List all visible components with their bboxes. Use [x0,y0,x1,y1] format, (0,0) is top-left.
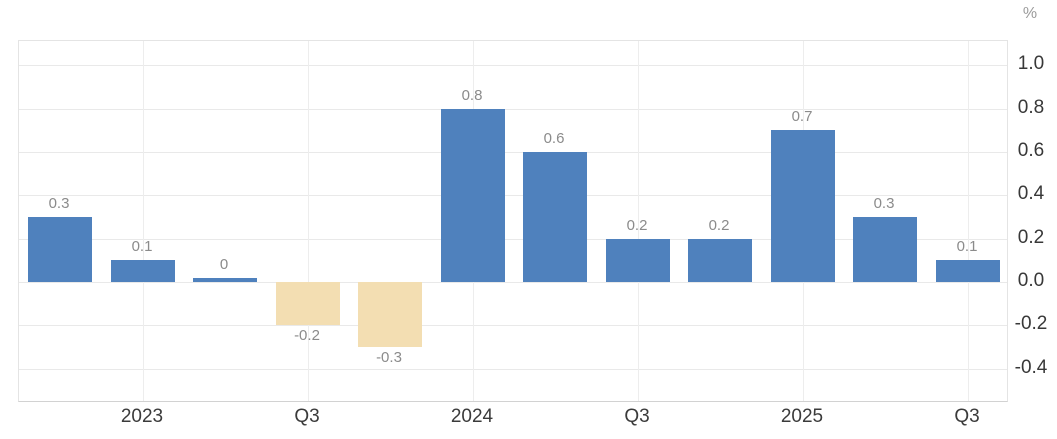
y-axis-tick-label: 1.0 [1017,53,1045,74]
bar-value-label: 0.7 [791,108,813,125]
data-bar[interactable] [853,217,917,282]
bar-value-label: 0.3 [48,195,70,212]
gridline-horizontal [19,239,1007,240]
gridline-horizontal [19,325,1007,326]
x-axis-tick-label: Q3 [954,406,980,427]
x-axis-tick-label: 2024 [450,406,494,427]
x-axis-tick-label: Q3 [624,406,650,427]
x-axis-tick-label: 2025 [780,406,824,427]
data-bar[interactable] [523,152,587,282]
data-bar[interactable] [358,282,422,347]
y-axis-tick-label: 0.2 [1017,227,1045,248]
bar-value-label: 0 [219,256,229,273]
y-axis-tick-label: 0.6 [1017,140,1045,161]
gridline-vertical [638,41,639,401]
data-bar[interactable] [936,260,1000,282]
bar-value-label: 0.3 [873,195,895,212]
gridline-vertical [143,41,144,401]
y-axis-unit-label: % [1022,5,1038,22]
gridline-vertical [308,41,309,401]
gridline-horizontal [19,195,1007,196]
bar-value-label: 0.6 [543,130,565,147]
bar-value-label: 0.1 [956,238,978,255]
gridline-horizontal [19,152,1007,153]
y-axis-tick-label: -0.4 [1014,357,1048,378]
gridline-vertical [968,41,969,401]
gridline-horizontal [19,65,1007,66]
bar-value-label: -0.3 [376,349,402,366]
data-bar[interactable] [606,239,670,282]
bar-value-label: 0.2 [626,217,648,234]
data-bar[interactable] [771,130,835,282]
x-axis-tick-label: Q3 [294,406,320,427]
gridline-horizontal [19,369,1007,370]
bar-value-label: -0.2 [294,327,320,344]
y-axis-tick-label: 0.0 [1017,270,1045,291]
data-bar[interactable] [28,217,92,282]
bar-value-label: 0.2 [708,217,730,234]
y-axis-tick-label: -0.2 [1014,313,1048,334]
gridline-horizontal [19,282,1007,283]
data-bar[interactable] [193,278,257,282]
bar-value-label: 0.8 [461,87,483,104]
data-bar[interactable] [276,282,340,325]
y-axis-tick-label: 0.8 [1017,97,1045,118]
y-axis-tick-label: 0.4 [1017,183,1045,204]
plot-area [18,40,1008,402]
data-bar[interactable] [441,109,505,282]
data-bar[interactable] [111,260,175,282]
gridline-horizontal [19,109,1007,110]
data-bar[interactable] [688,239,752,282]
x-axis-tick-label: 2023 [120,406,164,427]
bar-value-label: 0.1 [131,238,153,255]
